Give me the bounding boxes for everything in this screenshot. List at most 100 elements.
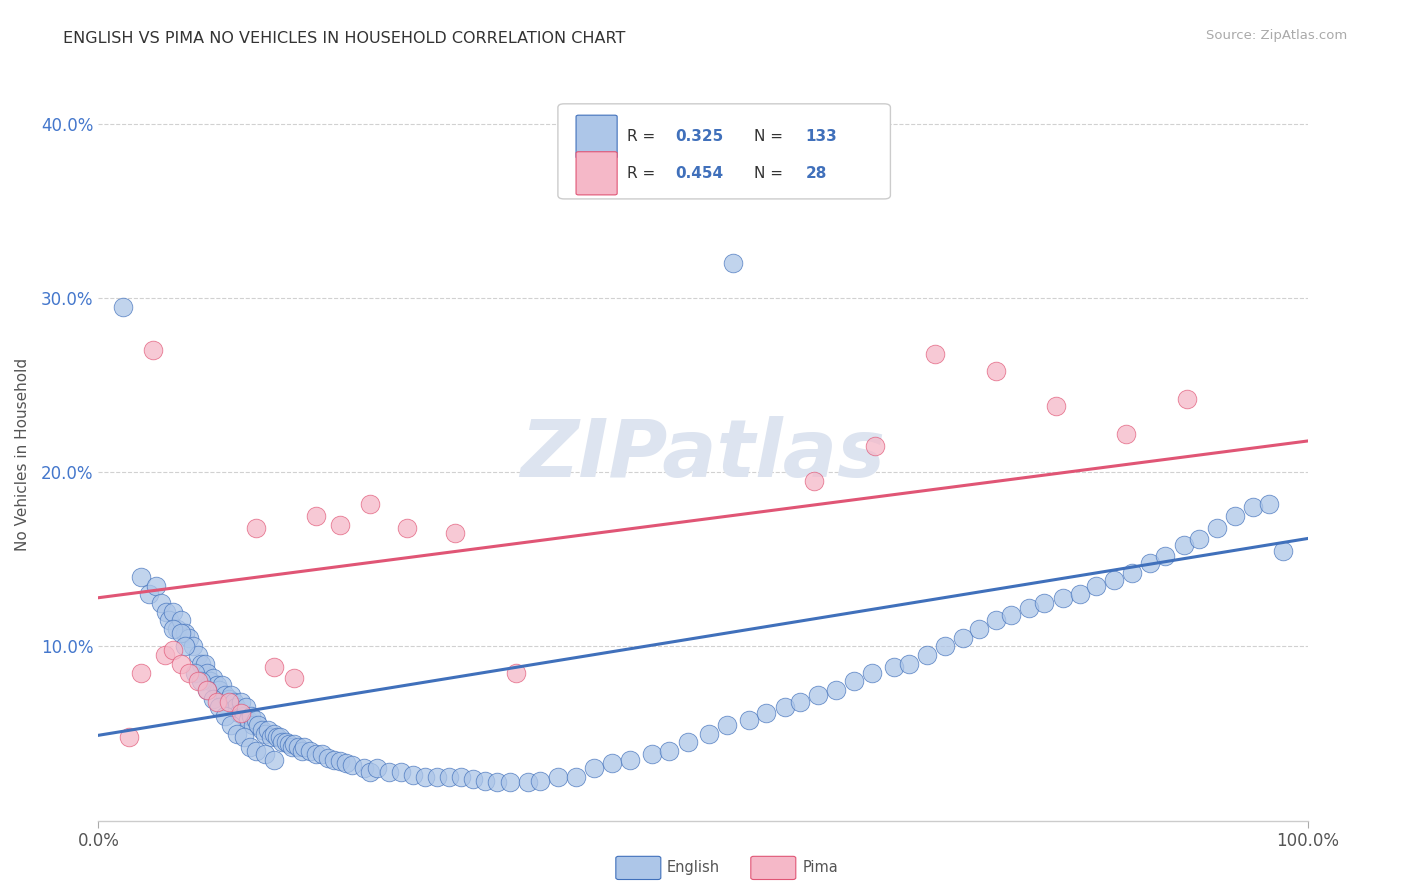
Point	[803, 474, 825, 488]
Point	[274, 735, 297, 749]
Point	[263, 753, 285, 767]
Point	[184, 665, 207, 680]
Text: R =: R =	[627, 166, 659, 181]
Point	[444, 526, 467, 541]
Point	[1115, 427, 1137, 442]
Point	[1173, 539, 1195, 553]
Point	[221, 718, 243, 732]
Point	[214, 688, 236, 702]
Point	[299, 744, 322, 758]
Point	[934, 640, 956, 654]
Point	[360, 764, 382, 779]
Point	[181, 640, 204, 654]
Text: N =: N =	[754, 129, 787, 145]
Point	[225, 700, 247, 714]
Point	[486, 775, 509, 789]
Point	[366, 761, 388, 775]
Point	[844, 674, 866, 689]
Point	[565, 770, 588, 784]
Point	[583, 761, 606, 775]
Point	[169, 657, 191, 671]
Point	[239, 709, 262, 723]
Point	[205, 695, 228, 709]
Point	[222, 695, 245, 709]
Point	[205, 678, 228, 692]
Point	[232, 709, 254, 723]
Text: N =: N =	[754, 166, 787, 181]
Point	[214, 709, 236, 723]
Point	[1102, 574, 1125, 588]
Point	[342, 758, 364, 772]
Point	[208, 683, 231, 698]
Point	[254, 747, 277, 762]
Point	[529, 773, 551, 788]
Point	[162, 622, 184, 636]
Point	[863, 439, 886, 453]
Point	[281, 740, 304, 755]
Point	[218, 691, 240, 706]
Point	[174, 640, 197, 654]
Point	[915, 648, 938, 663]
Point	[697, 726, 720, 740]
Point	[323, 753, 346, 767]
Point	[389, 764, 412, 779]
Text: 133: 133	[806, 129, 838, 145]
Point	[263, 660, 285, 674]
Point	[195, 665, 218, 680]
Point	[377, 764, 399, 779]
Point	[221, 688, 243, 702]
Point	[202, 691, 225, 706]
Point	[218, 695, 240, 709]
Point	[1045, 399, 1067, 413]
Point	[1052, 591, 1074, 605]
Point	[169, 613, 191, 627]
Point	[924, 347, 946, 361]
Point	[254, 726, 277, 740]
Point	[1154, 549, 1177, 563]
Point	[263, 726, 285, 740]
Point	[335, 756, 357, 771]
Point	[505, 665, 527, 680]
Point	[129, 570, 152, 584]
Point	[789, 695, 811, 709]
Text: 28: 28	[806, 166, 827, 181]
Point	[1188, 532, 1211, 546]
Point	[1121, 566, 1143, 581]
Point	[311, 747, 333, 762]
Point	[155, 605, 177, 619]
Point	[187, 648, 209, 663]
Point	[211, 678, 233, 692]
Point	[807, 688, 830, 702]
Text: Source: ZipAtlas.com: Source: ZipAtlas.com	[1206, 29, 1347, 42]
Point	[242, 718, 264, 732]
Point	[245, 521, 267, 535]
Point	[773, 700, 796, 714]
Point	[129, 665, 152, 680]
Point	[498, 775, 520, 789]
Point	[145, 578, 167, 592]
Point	[413, 770, 436, 784]
Point	[157, 613, 180, 627]
Point	[278, 737, 301, 751]
Point	[290, 744, 312, 758]
Point	[162, 643, 184, 657]
Point	[1085, 578, 1108, 592]
Y-axis label: No Vehicles in Household: No Vehicles in Household	[15, 359, 30, 551]
Text: ZIPatlas: ZIPatlas	[520, 416, 886, 494]
Point	[360, 497, 382, 511]
Point	[984, 613, 1007, 627]
Point	[897, 657, 920, 671]
Point	[860, 665, 883, 680]
Point	[825, 683, 848, 698]
Point	[269, 730, 291, 744]
Point	[142, 343, 165, 358]
Point	[437, 770, 460, 784]
Point	[1175, 392, 1198, 407]
Point	[658, 744, 681, 758]
Point	[235, 700, 257, 714]
Point	[641, 747, 664, 762]
Point	[247, 718, 270, 732]
Point	[166, 622, 188, 636]
Point	[1241, 500, 1264, 515]
Point	[287, 740, 309, 755]
